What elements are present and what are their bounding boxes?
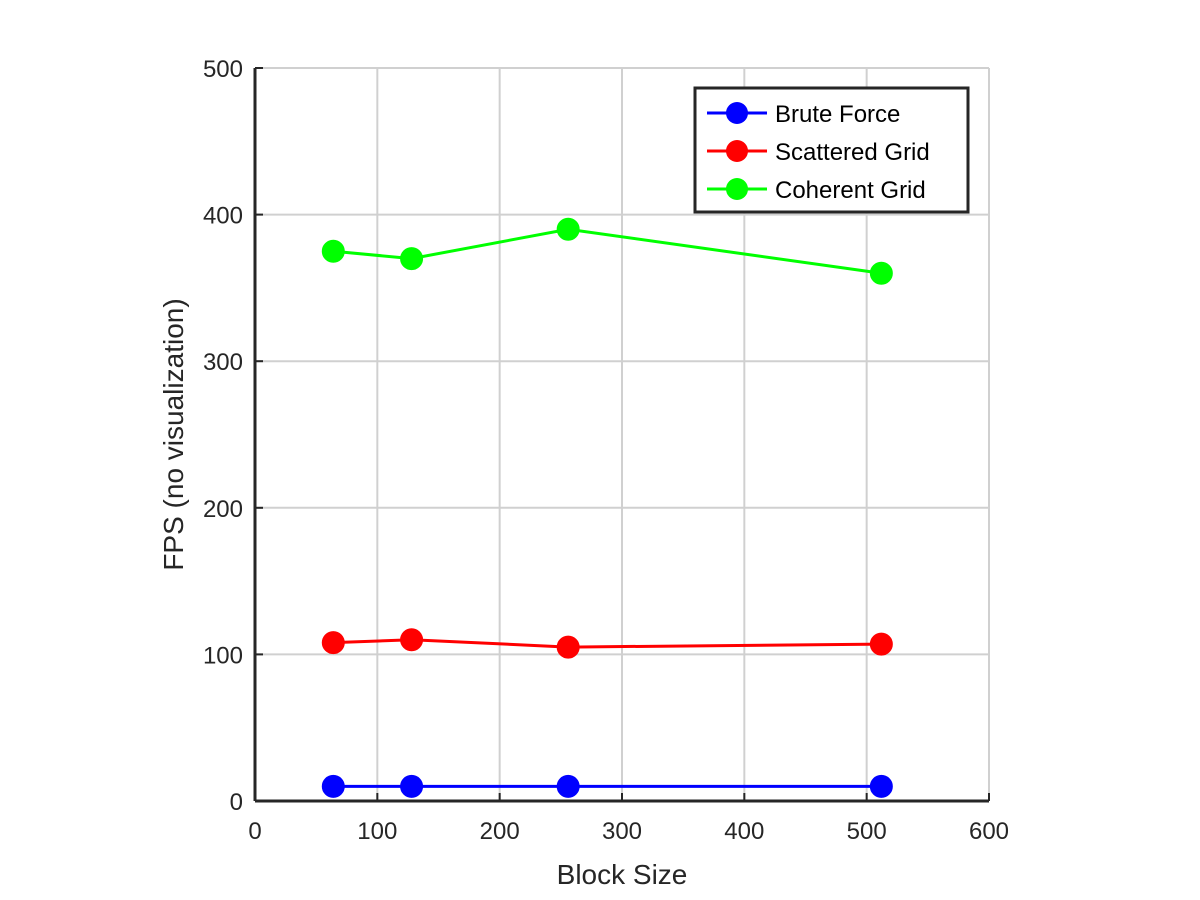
series-group [321, 217, 893, 285]
y-tick-label: 100 [203, 642, 243, 669]
y-axis-label: FPS (no visualization) [158, 298, 189, 570]
y-tick-label: 500 [203, 56, 243, 83]
tick-labels: 0 100 200 300 400 500 600 0 100 200 300 400 500 [203, 56, 1009, 845]
series-line [333, 227, 882, 275]
x-tick-label: 100 [357, 818, 397, 845]
legend-swatch-marker [726, 178, 748, 200]
y-tick-label: 300 [203, 349, 243, 376]
y-tick-label: 0 [230, 789, 243, 816]
y-tick-label: 400 [203, 203, 243, 230]
data-point [556, 774, 580, 798]
x-tick-label: 300 [602, 818, 642, 845]
legend-label: Brute Force [775, 101, 900, 128]
legend: Brute Force Scattered Grid Coherent Grid [693, 86, 970, 214]
x-tick-label: 0 [248, 818, 261, 845]
data-point [556, 635, 580, 659]
data-point [400, 628, 424, 652]
data-point [400, 247, 424, 271]
data-point [869, 261, 893, 285]
x-tick-label: 200 [480, 818, 520, 845]
data-point [869, 774, 893, 798]
data-point [869, 632, 893, 656]
legend-label: Coherent Grid [775, 177, 926, 204]
y-tick-label: 200 [203, 496, 243, 523]
data-point [556, 217, 580, 241]
data-point [321, 631, 345, 655]
data-point [321, 774, 345, 798]
series-line [333, 638, 882, 649]
data-point [400, 774, 424, 798]
legend-swatch-marker [726, 140, 748, 162]
series [321, 217, 893, 798]
x-tick-label: 500 [847, 818, 887, 845]
series-group [321, 628, 893, 659]
axes [253, 67, 990, 803]
x-tick-label: 400 [724, 818, 764, 845]
x-tick-label: 600 [969, 818, 1009, 845]
legend-swatch-marker [726, 102, 748, 124]
data-point [321, 239, 345, 263]
series-group [321, 774, 893, 798]
legend-label: Scattered Grid [775, 139, 930, 166]
x-axis-label: Block Size [557, 859, 688, 890]
